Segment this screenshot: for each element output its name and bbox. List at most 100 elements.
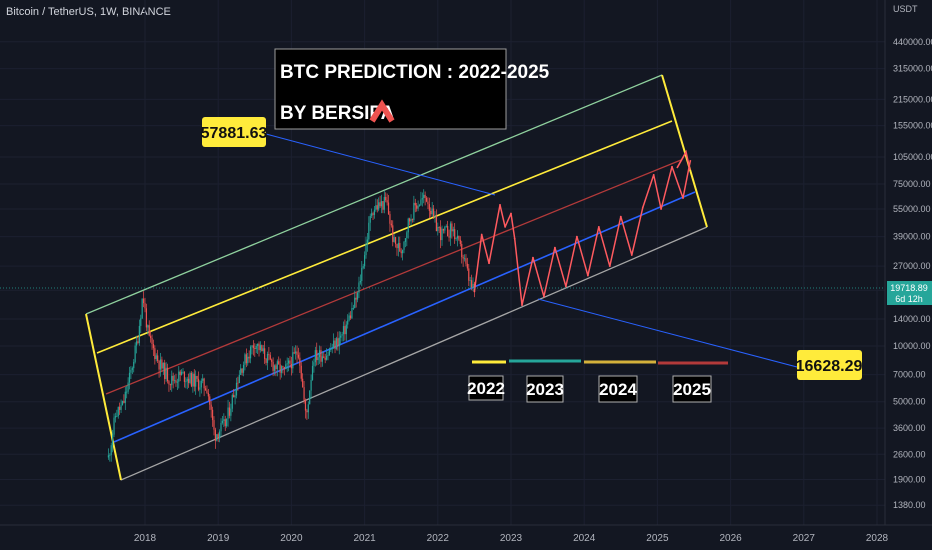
- candle-body: [400, 251, 402, 254]
- x-axis-ticks[interactable]: 2018 2019 2020 2021 2022 2023 2024 2025 2026 2027…: [134, 533, 889, 544]
- channel-yellow-upper[interactable]: [96, 120, 673, 354]
- projection-point: [504, 225, 507, 228]
- candle-body: [131, 368, 133, 370]
- projection-point: [660, 208, 662, 210]
- candle-body: [247, 356, 249, 364]
- channel-left-yellow[interactable]: [85, 313, 122, 481]
- candle-body: [230, 408, 232, 416]
- candle-body: [133, 362, 135, 369]
- candle-body: [379, 202, 381, 207]
- channel-gray-bottom[interactable]: [120, 226, 708, 481]
- candle-body: [181, 371, 183, 376]
- candle-body: [172, 375, 174, 381]
- candle-body: [468, 268, 470, 281]
- candle-body: [316, 350, 318, 361]
- x-tick-label: 2027: [793, 533, 816, 544]
- candle-body: [387, 202, 390, 215]
- candle-body: [302, 378, 304, 388]
- candle-body: [226, 418, 228, 427]
- candle-body: [258, 343, 260, 351]
- candle-body: [117, 406, 119, 417]
- callout-high-box[interactable]: [202, 117, 266, 147]
- callout-low: 16628.29: [796, 358, 863, 375]
- candle-body: [179, 371, 181, 376]
- y-tick-label: 39000.00: [893, 232, 931, 242]
- projection-point: [521, 304, 523, 307]
- y-tick-label: 215000.00: [893, 94, 932, 104]
- candle-body: [371, 213, 373, 216]
- candle-body: [458, 235, 460, 240]
- channel-top-green[interactable]: [85, 74, 663, 315]
- candle-body: [264, 348, 266, 359]
- candle-body: [356, 292, 359, 300]
- x-tick-label: 2021: [353, 533, 376, 544]
- candle-body: [287, 360, 290, 364]
- candle-body: [164, 362, 166, 380]
- candle-body: [424, 194, 426, 198]
- candle-body: [456, 235, 459, 239]
- candle-body: [276, 361, 278, 370]
- candle-body: [275, 365, 277, 370]
- candle-body: [442, 228, 445, 231]
- candle-body: [372, 213, 374, 215]
- y-tick-label: 105000.00: [893, 152, 932, 162]
- y-axis-unit: USDT: [893, 4, 918, 14]
- projection-point: [682, 197, 684, 199]
- candle-body: [344, 326, 346, 335]
- candle-body: [127, 382, 129, 392]
- candle-body: [151, 337, 153, 345]
- candle-body: [348, 315, 350, 321]
- candle-body: [204, 388, 207, 391]
- channel-right-yellow[interactable]: [661, 74, 708, 228]
- candle-body: [231, 394, 233, 409]
- candle-body: [347, 320, 349, 325]
- candle-body: [130, 369, 132, 373]
- y-tick-label: 1900.00: [893, 475, 926, 485]
- candle-body: [334, 340, 336, 349]
- candle-body: [394, 237, 397, 245]
- candle-body: [438, 227, 440, 228]
- y-tick-label: 55000.00: [893, 204, 931, 214]
- candle-body: [296, 351, 298, 355]
- projection-point: [586, 274, 589, 277]
- callout-low-box[interactable]: [797, 350, 862, 380]
- y-axis-ticks[interactable]: 440000.00 315000.00 215000.00 155000.00 1050…: [893, 37, 932, 510]
- candle-body: [220, 422, 222, 432]
- candle-body: [265, 358, 267, 363]
- candle-body: [297, 354, 300, 358]
- candle-body: [159, 359, 162, 370]
- candle-body: [248, 356, 250, 359]
- candle-body: [202, 378, 204, 381]
- candle-body: [282, 366, 284, 368]
- candle-body: [193, 373, 195, 387]
- candle-body: [342, 326, 345, 335]
- candle-body: [255, 345, 257, 349]
- candle-body: [273, 365, 276, 371]
- candle-body: [434, 216, 436, 218]
- candle-body: [278, 361, 280, 365]
- candle-body: [216, 434, 218, 441]
- channel-red-mid[interactable]: [105, 159, 682, 395]
- candle-body: [214, 429, 216, 441]
- candle-body: [338, 337, 340, 347]
- candle-body: [304, 399, 307, 411]
- candle-body: [121, 400, 124, 406]
- candle-body: [373, 209, 376, 215]
- candle-body: [418, 204, 421, 206]
- candle-body: [376, 205, 378, 210]
- candle-body: [280, 366, 283, 373]
- candle-body: [213, 420, 215, 430]
- channel-blue-support[interactable]: [113, 191, 696, 443]
- x-tick-label: 2025: [646, 533, 669, 544]
- projection-point: [565, 285, 567, 288]
- projection-point: [608, 265, 611, 268]
- candle-body: [393, 237, 395, 242]
- projection-point: [554, 246, 556, 249]
- candle-body: [423, 194, 425, 199]
- candle-body: [402, 249, 404, 254]
- y-tick-label: 3600.00: [893, 423, 926, 433]
- candle-body: [366, 239, 369, 244]
- candle-body: [186, 378, 188, 382]
- candle-body: [295, 351, 297, 354]
